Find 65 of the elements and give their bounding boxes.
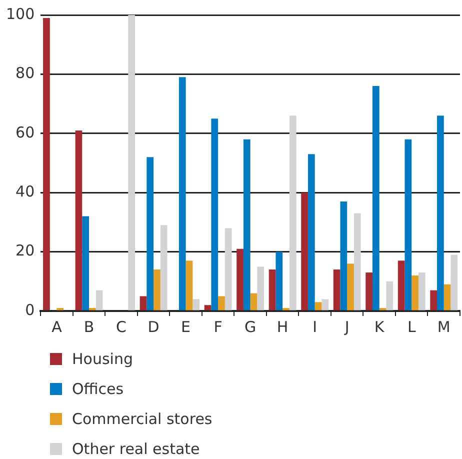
bar (398, 260, 405, 310)
bar (186, 260, 193, 310)
bar (372, 86, 380, 310)
bar (289, 116, 296, 310)
bar (322, 299, 329, 310)
bar (96, 290, 103, 310)
bar (347, 264, 354, 310)
bar (257, 266, 264, 310)
x-tick-label: A (52, 318, 63, 336)
legend-label: Other real estate (72, 440, 200, 458)
y-tick-label: 80 (16, 64, 35, 82)
bar (444, 284, 451, 310)
bar (314, 302, 322, 310)
bar (43, 18, 50, 310)
x-tick-label: L (407, 318, 416, 336)
bar (412, 275, 418, 310)
bar (301, 192, 308, 310)
x-tick-label: G (244, 318, 256, 336)
bar (218, 296, 225, 310)
bar (276, 252, 283, 310)
legend-label: Housing (72, 350, 133, 368)
x-tick-label: D (148, 318, 160, 336)
bar (192, 299, 200, 310)
bar (243, 139, 250, 310)
bar (178, 77, 186, 310)
bar (204, 305, 212, 310)
bar (154, 270, 160, 310)
x-tick-label: B (84, 318, 94, 336)
x-tick-label: J (344, 318, 350, 336)
bar (82, 216, 90, 310)
y-tick-label: 20 (16, 242, 35, 260)
bar (211, 118, 218, 310)
x-tick-label: I (312, 318, 318, 336)
bar (437, 116, 444, 310)
y-tick-label: 100 (6, 4, 35, 23)
y-tick-label: 40 (16, 182, 35, 200)
bar (250, 293, 258, 310)
bar (75, 130, 82, 310)
x-tick-label: E (181, 318, 191, 336)
bar (404, 139, 412, 310)
x-tick-label: H (276, 318, 288, 336)
x-tick-label: F (214, 318, 222, 336)
bar (333, 270, 340, 310)
bar (340, 201, 348, 310)
bar (418, 272, 426, 310)
x-tick-label: M (437, 318, 450, 336)
x-tick-label: C (116, 318, 127, 336)
x-tick-label: K (374, 318, 386, 336)
bar (268, 270, 276, 310)
bar (308, 154, 315, 310)
bar (236, 248, 244, 310)
legend-label: Commercial stores (72, 410, 212, 428)
y-tick-label: 0 (25, 300, 35, 319)
bar (146, 157, 154, 310)
bar (354, 213, 361, 310)
bar (366, 272, 372, 310)
bar (386, 281, 394, 310)
bar (140, 296, 147, 310)
bar (160, 225, 168, 310)
legend-label: Offices (72, 380, 124, 398)
bar (224, 228, 232, 310)
bar (450, 254, 458, 310)
y-tick-label: 60 (16, 123, 35, 142)
bar (430, 290, 438, 310)
bar (128, 15, 135, 310)
